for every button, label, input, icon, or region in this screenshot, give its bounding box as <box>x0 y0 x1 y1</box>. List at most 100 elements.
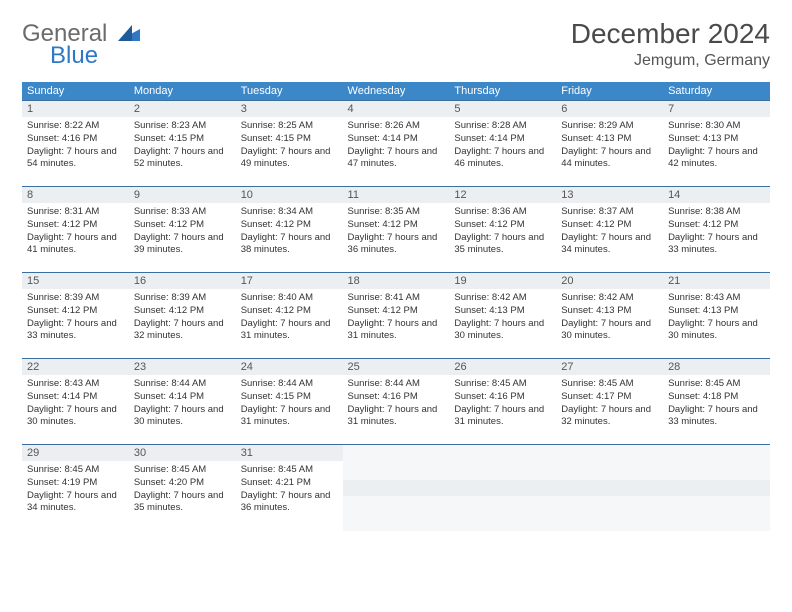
calendar-week-row: 29Sunrise: 8:45 AMSunset: 4:19 PMDayligh… <box>22 445 770 531</box>
daylight-text: Daylight: 7 hours and 34 minutes. <box>561 232 658 258</box>
daylight-text: Daylight: 7 hours and 33 minutes. <box>27 318 124 344</box>
day-header-fri: Friday <box>556 82 663 101</box>
sunrise-text: Sunrise: 8:42 AM <box>561 292 658 305</box>
daylight-text: Daylight: 7 hours and 31 minutes. <box>454 404 551 430</box>
daylight-text: Daylight: 7 hours and 30 minutes. <box>454 318 551 344</box>
day-details: Sunrise: 8:45 AMSunset: 4:16 PMDaylight:… <box>449 375 556 433</box>
sunrise-text: Sunrise: 8:25 AM <box>241 120 338 133</box>
calendar-week-row: 15Sunrise: 8:39 AMSunset: 4:12 PMDayligh… <box>22 273 770 359</box>
day-details: Sunrise: 8:40 AMSunset: 4:12 PMDaylight:… <box>236 289 343 347</box>
day-number: 6 <box>556 101 663 117</box>
sunset-text: Sunset: 4:16 PM <box>27 133 124 146</box>
day-number: 20 <box>556 273 663 289</box>
sunset-text: Sunset: 4:18 PM <box>668 391 765 404</box>
sunset-text: Sunset: 4:12 PM <box>348 219 445 232</box>
day-number: 22 <box>22 359 129 375</box>
calendar-day-cell: 14Sunrise: 8:38 AMSunset: 4:12 PMDayligh… <box>663 187 770 273</box>
calendar-day-cell: 18Sunrise: 8:41 AMSunset: 4:12 PMDayligh… <box>343 273 450 359</box>
calendar-week-row: 22Sunrise: 8:43 AMSunset: 4:14 PMDayligh… <box>22 359 770 445</box>
sunset-text: Sunset: 4:13 PM <box>668 133 765 146</box>
location-label: Jemgum, Germany <box>571 52 770 70</box>
calendar-day-cell: 10Sunrise: 8:34 AMSunset: 4:12 PMDayligh… <box>236 187 343 273</box>
calendar-day-cell: 29Sunrise: 8:45 AMSunset: 4:19 PMDayligh… <box>22 445 129 531</box>
day-details: Sunrise: 8:39 AMSunset: 4:12 PMDaylight:… <box>129 289 236 347</box>
calendar-empty-cell <box>343 445 450 531</box>
sunset-text: Sunset: 4:12 PM <box>241 219 338 232</box>
sunrise-text: Sunrise: 8:45 AM <box>134 464 231 477</box>
daylight-text: Daylight: 7 hours and 52 minutes. <box>134 146 231 172</box>
day-number: 5 <box>449 101 556 117</box>
calendar-empty-cell <box>556 445 663 531</box>
daylight-text: Daylight: 7 hours and 54 minutes. <box>27 146 124 172</box>
calendar-day-cell: 2Sunrise: 8:23 AMSunset: 4:15 PMDaylight… <box>129 101 236 187</box>
daylight-text: Daylight: 7 hours and 34 minutes. <box>27 490 124 516</box>
calendar-day-cell: 9Sunrise: 8:33 AMSunset: 4:12 PMDaylight… <box>129 187 236 273</box>
sunset-text: Sunset: 4:19 PM <box>27 477 124 490</box>
calendar-day-cell: 31Sunrise: 8:45 AMSunset: 4:21 PMDayligh… <box>236 445 343 531</box>
day-details: Sunrise: 8:28 AMSunset: 4:14 PMDaylight:… <box>449 117 556 175</box>
sunset-text: Sunset: 4:15 PM <box>134 133 231 146</box>
day-number: 14 <box>663 187 770 203</box>
day-number: 7 <box>663 101 770 117</box>
calendar-table: Sunday Monday Tuesday Wednesday Thursday… <box>22 82 770 531</box>
calendar-day-cell: 13Sunrise: 8:37 AMSunset: 4:12 PMDayligh… <box>556 187 663 273</box>
sunset-text: Sunset: 4:16 PM <box>454 391 551 404</box>
day-number: 8 <box>22 187 129 203</box>
daylight-text: Daylight: 7 hours and 32 minutes. <box>561 404 658 430</box>
day-header-thu: Thursday <box>449 82 556 101</box>
sunrise-text: Sunrise: 8:33 AM <box>134 206 231 219</box>
day-details: Sunrise: 8:42 AMSunset: 4:13 PMDaylight:… <box>556 289 663 347</box>
calendar-day-cell: 11Sunrise: 8:35 AMSunset: 4:12 PMDayligh… <box>343 187 450 273</box>
sunrise-text: Sunrise: 8:45 AM <box>561 378 658 391</box>
daylight-text: Daylight: 7 hours and 30 minutes. <box>27 404 124 430</box>
day-number: 24 <box>236 359 343 375</box>
day-details: Sunrise: 8:45 AMSunset: 4:18 PMDaylight:… <box>663 375 770 433</box>
daylight-text: Daylight: 7 hours and 44 minutes. <box>561 146 658 172</box>
daylight-text: Daylight: 7 hours and 47 minutes. <box>348 146 445 172</box>
daylight-text: Daylight: 7 hours and 38 minutes. <box>241 232 338 258</box>
calendar-day-cell: 6Sunrise: 8:29 AMSunset: 4:13 PMDaylight… <box>556 101 663 187</box>
sunrise-text: Sunrise: 8:45 AM <box>668 378 765 391</box>
sunset-text: Sunset: 4:15 PM <box>241 391 338 404</box>
day-details: Sunrise: 8:29 AMSunset: 4:13 PMDaylight:… <box>556 117 663 175</box>
calendar-empty-cell <box>663 445 770 531</box>
daylight-text: Daylight: 7 hours and 30 minutes. <box>561 318 658 344</box>
logo-icon <box>118 20 140 47</box>
daylight-text: Daylight: 7 hours and 31 minutes. <box>348 318 445 344</box>
day-details: Sunrise: 8:22 AMSunset: 4:16 PMDaylight:… <box>22 117 129 175</box>
day-details: Sunrise: 8:36 AMSunset: 4:12 PMDaylight:… <box>449 203 556 261</box>
sunrise-text: Sunrise: 8:39 AM <box>134 292 231 305</box>
day-details: Sunrise: 8:34 AMSunset: 4:12 PMDaylight:… <box>236 203 343 261</box>
sunset-text: Sunset: 4:13 PM <box>454 305 551 318</box>
day-details: Sunrise: 8:33 AMSunset: 4:12 PMDaylight:… <box>129 203 236 261</box>
day-number: 21 <box>663 273 770 289</box>
calendar-week-row: 1Sunrise: 8:22 AMSunset: 4:16 PMDaylight… <box>22 101 770 187</box>
calendar-day-cell: 7Sunrise: 8:30 AMSunset: 4:13 PMDaylight… <box>663 101 770 187</box>
calendar-day-cell: 1Sunrise: 8:22 AMSunset: 4:16 PMDaylight… <box>22 101 129 187</box>
day-details: Sunrise: 8:44 AMSunset: 4:15 PMDaylight:… <box>236 375 343 433</box>
sunrise-text: Sunrise: 8:39 AM <box>27 292 124 305</box>
day-header-tue: Tuesday <box>236 82 343 101</box>
day-number: 3 <box>236 101 343 117</box>
day-number: 10 <box>236 187 343 203</box>
sunset-text: Sunset: 4:12 PM <box>454 219 551 232</box>
calendar-week-row: 8Sunrise: 8:31 AMSunset: 4:12 PMDaylight… <box>22 187 770 273</box>
sunset-text: Sunset: 4:13 PM <box>668 305 765 318</box>
day-number: 25 <box>343 359 450 375</box>
sunset-text: Sunset: 4:12 PM <box>348 305 445 318</box>
day-number: 31 <box>236 445 343 461</box>
daylight-text: Daylight: 7 hours and 33 minutes. <box>668 404 765 430</box>
day-number: 17 <box>236 273 343 289</box>
day-number: 15 <box>22 273 129 289</box>
calendar-day-cell: 24Sunrise: 8:44 AMSunset: 4:15 PMDayligh… <box>236 359 343 445</box>
sunset-text: Sunset: 4:12 PM <box>134 305 231 318</box>
sunset-text: Sunset: 4:15 PM <box>241 133 338 146</box>
day-details: Sunrise: 8:23 AMSunset: 4:15 PMDaylight:… <box>129 117 236 175</box>
sunrise-text: Sunrise: 8:42 AM <box>454 292 551 305</box>
daylight-text: Daylight: 7 hours and 33 minutes. <box>668 232 765 258</box>
day-details: Sunrise: 8:35 AMSunset: 4:12 PMDaylight:… <box>343 203 450 261</box>
sunset-text: Sunset: 4:14 PM <box>348 133 445 146</box>
day-number: 1 <box>22 101 129 117</box>
calendar-day-cell: 4Sunrise: 8:26 AMSunset: 4:14 PMDaylight… <box>343 101 450 187</box>
daylight-text: Daylight: 7 hours and 35 minutes. <box>134 490 231 516</box>
